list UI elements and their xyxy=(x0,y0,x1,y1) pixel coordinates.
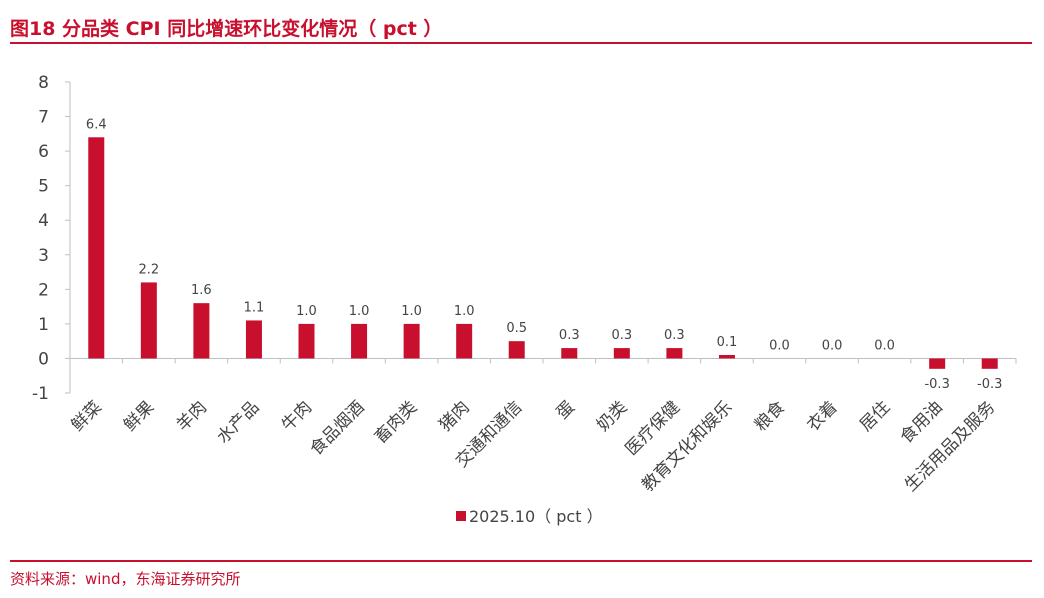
data-label: -0.3 xyxy=(924,377,949,392)
y-tick-label: 5 xyxy=(38,177,49,197)
bar-chart: 8 7 6 5 4 3 2 1 0 -1 6.4 鲜菜 2.2 鲜果 1.6 羊肉 1.1 水产品 1.0 牛肉 1.0… xyxy=(32,73,1017,526)
data-label: 1.0 xyxy=(454,304,475,319)
y-tick-label: 8 xyxy=(38,73,49,93)
bar xyxy=(245,320,262,359)
data-label: 0.3 xyxy=(611,328,632,343)
data-label: 0.0 xyxy=(822,338,843,353)
data-label: 0.1 xyxy=(717,335,738,350)
bar xyxy=(403,323,420,359)
legend-swatch xyxy=(456,511,466,521)
category-label: 奶类 xyxy=(593,397,631,435)
category-label: 食品烟酒 xyxy=(306,397,368,459)
data-label: -0.3 xyxy=(977,377,1002,392)
data-label: 1.0 xyxy=(401,304,422,319)
data-label: 0.0 xyxy=(874,338,895,353)
bar xyxy=(193,303,210,359)
y-tick-label: -1 xyxy=(32,384,49,404)
category-label: 衣着 xyxy=(803,397,841,435)
category-label: 粮食 xyxy=(751,397,789,435)
category-label: 鲜菜 xyxy=(68,397,106,435)
bar xyxy=(718,354,735,359)
y-tick-label: 2 xyxy=(38,280,49,300)
bar xyxy=(88,137,105,359)
category-label: 畜肉类 xyxy=(371,397,421,447)
category-label: 水产品 xyxy=(213,397,263,447)
data-label: 1.0 xyxy=(349,304,370,319)
category-label: 鲜果 xyxy=(120,397,158,435)
y-tick-label: 6 xyxy=(38,142,49,162)
data-label: 0.3 xyxy=(664,328,685,343)
bar xyxy=(613,348,630,359)
y-tick-label: 7 xyxy=(38,108,49,128)
y-tick-label: 0 xyxy=(38,349,49,369)
data-label: 0.0 xyxy=(769,338,790,353)
data-label: 1.6 xyxy=(191,283,212,298)
figure-title: 图18 分品类 CPI 同比增速环比变化情况（ pct ） xyxy=(10,18,443,40)
bar xyxy=(666,348,683,359)
category-label: 教育文化和娱乐 xyxy=(638,397,736,495)
bar xyxy=(298,323,315,359)
source-note: 资料来源：wind，东海证券研究所 xyxy=(10,570,241,588)
bar xyxy=(456,323,473,359)
category-label: 食用油 xyxy=(896,397,946,447)
bar xyxy=(981,358,998,369)
legend-label: 2025.10（ pct ） xyxy=(469,507,603,526)
category-label: 居住 xyxy=(856,397,894,435)
category-label: 生活用品及服务 xyxy=(901,397,999,495)
bar xyxy=(140,282,157,359)
bar xyxy=(351,323,368,359)
data-label: 1.0 xyxy=(296,304,317,319)
bar xyxy=(929,358,946,369)
data-label: 0.3 xyxy=(559,328,580,343)
category-label: 猪肉 xyxy=(436,397,474,435)
data-label: 6.4 xyxy=(86,117,107,132)
data-label: 0.5 xyxy=(506,321,527,336)
y-tick-label: 4 xyxy=(38,211,49,231)
bar xyxy=(561,348,578,359)
category-label: 蛋 xyxy=(553,397,579,423)
bar xyxy=(508,341,525,359)
category-label: 牛肉 xyxy=(278,397,316,435)
data-label: 1.1 xyxy=(244,300,265,315)
category-label: 羊肉 xyxy=(173,397,211,435)
y-tick-label: 3 xyxy=(38,246,49,266)
y-tick-label: 1 xyxy=(38,315,49,335)
footer-divider xyxy=(10,560,1032,562)
title-divider xyxy=(10,42,1032,44)
data-label: 2.2 xyxy=(138,262,159,277)
